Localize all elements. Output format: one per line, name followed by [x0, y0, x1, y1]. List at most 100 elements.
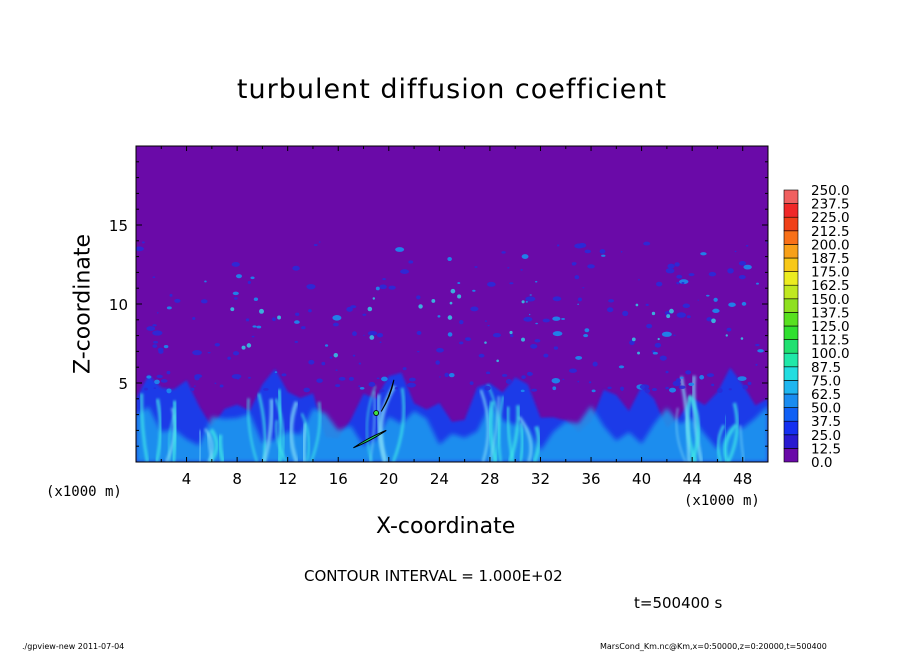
turbulence-blob	[529, 294, 532, 296]
turbulence-blob	[153, 340, 159, 344]
turbulence-blob-bright	[259, 308, 264, 314]
colorbar-swatch	[783, 407, 799, 422]
turbulence-blob	[582, 287, 585, 289]
turbulence-blob	[712, 308, 720, 314]
plume-streak	[277, 389, 283, 462]
turbulence-blob	[665, 370, 669, 374]
colorbar-tick-label: 150.0	[811, 292, 850, 308]
turbulence-blob	[711, 383, 715, 387]
turbulence-blob	[338, 376, 346, 381]
y-tick-label: 10	[109, 296, 128, 314]
plume-streak	[508, 405, 520, 462]
turbulence-blob	[324, 344, 329, 347]
turbulence-blob	[679, 279, 689, 285]
plume-streak	[198, 429, 202, 462]
turbulence-blob	[737, 376, 747, 382]
turbulence-blob	[509, 282, 514, 285]
turbulence-blob	[486, 371, 491, 375]
turbulence-blob	[562, 378, 565, 380]
turbulence-blob	[295, 312, 300, 316]
turbulence-blob	[542, 318, 550, 323]
turbulence-blob	[728, 302, 736, 307]
turbulence-blob	[644, 388, 651, 394]
turbulence-blob	[743, 264, 752, 270]
turbulence-blob	[679, 376, 684, 379]
turbulence-blob	[527, 371, 532, 375]
turbulence-blob	[247, 376, 251, 379]
turbulence-blob	[520, 389, 525, 393]
turbulence-blob-bright	[631, 337, 636, 342]
turbulence-blob	[742, 384, 749, 390]
turbulence-blob	[713, 297, 718, 302]
y-axis-ticks: 5 10 15	[109, 161, 768, 447]
turbulence-blob-bright	[449, 301, 453, 305]
x-tick-label: 40	[632, 470, 651, 488]
turbulence-blob	[561, 318, 565, 320]
colorbar-tick-label: 137.5	[811, 305, 850, 321]
plume-streak	[247, 398, 259, 462]
turbulence-blob	[376, 332, 384, 338]
turbulence-blob	[629, 340, 635, 346]
plume-streak	[217, 434, 226, 462]
turbulence-blob-bright	[372, 297, 376, 300]
turbulence-blob	[204, 280, 207, 283]
colorbar-tick-label: 62.5	[811, 387, 841, 403]
turbulence-blob	[294, 320, 300, 324]
turbulence-blob	[706, 373, 715, 378]
plume-streak	[716, 424, 726, 462]
turbulence-blob	[543, 353, 549, 358]
turbulence-blob	[655, 281, 663, 287]
turbulence-blob	[574, 275, 580, 280]
turbulence-blob	[232, 351, 240, 356]
colorbar-swatch	[783, 244, 799, 259]
turbulence-blob	[474, 266, 478, 268]
turbulence-blob	[601, 254, 606, 257]
colorbar-tick-label: 200.0	[811, 237, 850, 253]
plume-streak	[301, 422, 308, 462]
turbulence-blob	[158, 350, 164, 354]
colorbar-tick-label: 75.0	[811, 373, 841, 389]
turbulence-blob	[599, 249, 606, 254]
x-tick-label: 32	[531, 470, 550, 488]
turbulence-blob	[308, 309, 312, 313]
x-tick-label: 4	[182, 470, 192, 488]
turbulence-blob	[535, 322, 539, 325]
turbulence-blob-bright	[484, 341, 487, 344]
turbulence-blob	[350, 305, 357, 309]
turbulence-blob-bright	[521, 300, 525, 304]
colorbar-swatch	[783, 271, 799, 286]
turbulence-blob	[417, 350, 420, 353]
colorbar-tick-label: 212.5	[811, 224, 850, 240]
turbulence-blob	[163, 345, 169, 349]
turbulence-blob	[577, 297, 582, 302]
turbulence-blob	[436, 347, 444, 353]
turbulence-blob	[659, 355, 667, 361]
turbulence-blob	[661, 331, 672, 337]
turbulence-blob	[520, 268, 523, 271]
turbulence-blob	[521, 375, 526, 379]
turbulence-blob	[200, 299, 208, 304]
turbulence-blob	[449, 372, 455, 378]
colorbar-tick-label: 225.0	[811, 210, 850, 226]
contour-lines	[353, 379, 395, 449]
time-label: t=500400 s	[634, 594, 723, 612]
turbulence-blob	[444, 372, 449, 378]
turbulence-blob	[501, 373, 508, 377]
chart-title: turbulent diffusion coefficient	[236, 74, 668, 105]
turbulence-blob	[358, 362, 362, 365]
turbulence-blob	[363, 334, 365, 337]
turbulence-blob	[484, 320, 488, 322]
turbulence-blob	[669, 387, 677, 393]
turbulence-blob	[706, 317, 713, 322]
turbulence-field	[136, 241, 768, 462]
turbulence-blob	[674, 262, 680, 267]
turbulence-blob	[622, 310, 629, 317]
colorbar-swatch	[783, 257, 799, 272]
turbulence-blob	[697, 299, 699, 301]
colorbar-tick-label: 25.0	[811, 428, 841, 444]
turbulence-blob	[747, 381, 752, 386]
x-tick-label: 12	[278, 470, 297, 488]
turbulence-blob	[584, 249, 591, 254]
turbulence-blob	[416, 295, 421, 300]
turbulence-blob	[274, 371, 278, 374]
